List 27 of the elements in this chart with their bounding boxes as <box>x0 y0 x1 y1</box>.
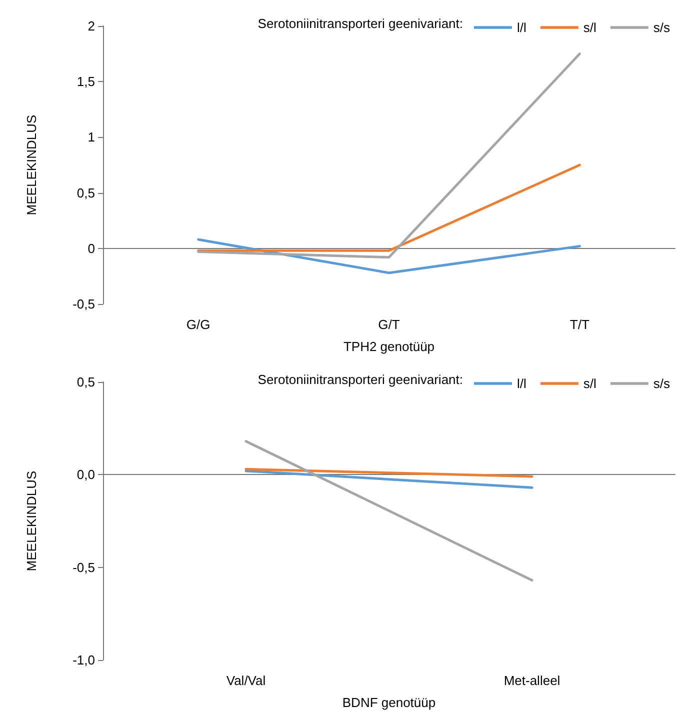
x-axis-title: TPH2 genotüüp <box>343 339 435 354</box>
y-tick-label: 0,5 <box>76 185 95 200</box>
y-axis-title: MEELEKINDLUS <box>24 470 39 572</box>
legend-title: Serotoniinitransporteri geenivariant: <box>258 372 464 387</box>
legend-label: s/s <box>653 20 670 35</box>
x-tick-label: G/T <box>378 317 400 332</box>
x-tick-label: Met-alleel <box>504 673 560 688</box>
x-tick-label: Val/Val <box>226 673 266 688</box>
y-tick-label: 2 <box>88 18 95 34</box>
y-axis-title: MEELEKINDLUS <box>24 114 39 216</box>
legend-label: s/l <box>583 376 596 391</box>
y-tick-label: 0,5 <box>76 374 95 390</box>
y-tick-label: -0,5 <box>72 560 95 575</box>
y-tick-label: -0,5 <box>72 296 95 312</box>
x-tick-label: G/G <box>186 317 210 332</box>
legend-title: Serotoniinitransporteri geenivariant: <box>258 16 464 31</box>
y-tick-label: -1,0 <box>72 652 95 668</box>
y-tick-label: 0 <box>88 240 95 256</box>
legend-label: l/l <box>517 20 526 35</box>
y-tick-label: 0,0 <box>76 467 95 482</box>
y-tick-label: 1 <box>88 130 95 145</box>
legend-label: l/l <box>517 376 526 391</box>
legend-label: s/l <box>583 20 596 35</box>
legend-label: s/s <box>653 376 670 391</box>
x-tick-label: T/T <box>570 317 590 332</box>
x-axis-title: BDNF genotüüp <box>342 695 436 710</box>
y-tick-label: 1,5 <box>76 74 95 90</box>
